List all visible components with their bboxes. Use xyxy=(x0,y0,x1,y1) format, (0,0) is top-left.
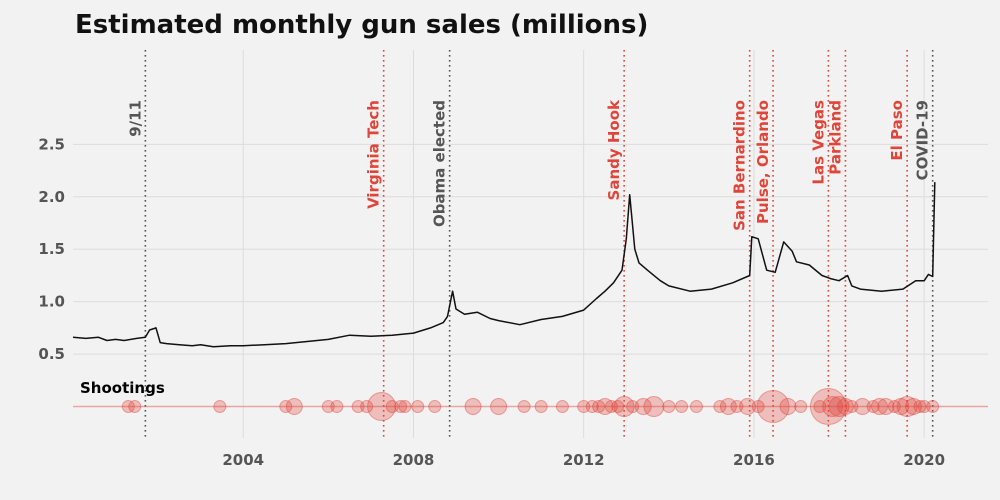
shooting-bubble xyxy=(853,398,871,416)
shooting-bubble xyxy=(917,400,931,414)
event-annotations: 9/11 Virginia Tech Obama elected Sandy Hook… xyxy=(126,50,934,438)
shooting-bubble xyxy=(845,400,859,414)
shooting-bubble xyxy=(822,396,844,418)
y-tick-label: 1.5 xyxy=(38,240,65,258)
shooting-bubble xyxy=(398,400,412,414)
event-label: Obama elected xyxy=(431,100,449,227)
shooting-bubble xyxy=(279,400,293,414)
shooting-bubble xyxy=(809,388,847,426)
x-tick-label: 2012 xyxy=(563,451,605,469)
shooting-bubble xyxy=(779,398,797,416)
shooting-bubble xyxy=(490,398,508,416)
shooting-bubble xyxy=(411,400,425,414)
shooting-bubble xyxy=(689,400,703,414)
shooting-bubble xyxy=(751,400,765,414)
shooting-bubble xyxy=(828,396,850,418)
event-label: 9/11 xyxy=(126,100,144,137)
shooting-bubble xyxy=(330,400,344,414)
shooting-bubble xyxy=(887,400,901,414)
event-label: Virginia Tech xyxy=(365,100,383,209)
shooting-bubble xyxy=(926,400,940,414)
shooting-bubble xyxy=(555,400,569,414)
shooting-bubble xyxy=(662,400,676,414)
shooting-bubble xyxy=(866,400,880,414)
x-tick-label: 2020 xyxy=(903,451,945,469)
event-label: COVID-19 xyxy=(914,100,932,180)
shooting-bubble xyxy=(385,400,399,414)
shooting-bubble xyxy=(634,398,652,416)
y-tick-label: 0.5 xyxy=(38,345,65,363)
shooting-bubble xyxy=(756,390,790,424)
shooting-bubble xyxy=(836,398,854,416)
y-tick-label: 1.0 xyxy=(38,293,65,311)
event-label: Pulse, Orlando xyxy=(754,100,772,224)
shooting-bubble xyxy=(596,398,614,416)
shooting-bubble xyxy=(367,392,397,422)
shooting-bubble xyxy=(613,396,635,418)
x-tick-label: 2016 xyxy=(733,451,775,469)
shooting-bubble xyxy=(351,400,365,414)
shooting-bubble xyxy=(604,400,618,414)
shooting-bubble xyxy=(739,398,757,416)
shooting-bubble xyxy=(577,400,591,414)
shooting-bubble xyxy=(534,400,548,414)
shooting-bubble xyxy=(592,400,606,414)
shooting-bubble xyxy=(913,400,927,414)
event-label: Sandy Hook xyxy=(605,99,623,201)
shooting-bubble xyxy=(713,400,727,414)
chart-title: Estimated monthly gun sales (millions) xyxy=(75,10,648,40)
shooting-bubble xyxy=(321,400,335,414)
shooting-bubble xyxy=(896,396,918,418)
y-tick-label: 2.5 xyxy=(38,135,65,153)
y-tick-label: 2.0 xyxy=(38,188,65,206)
shooting-bubble xyxy=(626,400,640,414)
shooting-bubble xyxy=(719,398,737,416)
axis-ticks: 0.5 1.0 1.5 2.0 2.5 2004 2008 2012 2016 2020 xyxy=(38,135,945,469)
shooting-bubble xyxy=(128,400,142,414)
event-label: San Bernardino xyxy=(731,100,749,231)
shooting-bubble xyxy=(870,398,888,416)
shooting-bubble xyxy=(394,400,408,414)
shooting-bubble xyxy=(464,398,482,416)
shooting-bubbles xyxy=(121,388,940,426)
shooting-bubble xyxy=(611,400,625,414)
shooting-bubble xyxy=(213,400,227,414)
event-label: El Paso xyxy=(888,100,906,161)
x-tick-label: 2004 xyxy=(222,451,264,469)
event-label: Las Vegas xyxy=(809,100,827,185)
x-tick-label: 2008 xyxy=(393,451,435,469)
shooting-bubble xyxy=(892,398,910,416)
shootings-label: Shootings xyxy=(80,379,165,397)
shooting-bubble xyxy=(905,398,923,416)
event-label: Parkland xyxy=(826,100,844,175)
shooting-bubble xyxy=(730,400,744,414)
shooting-bubble xyxy=(121,400,135,414)
sales-line-series xyxy=(72,182,936,348)
sales-line xyxy=(72,182,936,348)
shooting-bubble xyxy=(643,396,665,418)
shooting-bubble xyxy=(360,400,374,414)
shooting-bubble xyxy=(285,398,303,416)
shooting-bubble xyxy=(675,400,689,414)
shooting-bubble xyxy=(794,400,808,414)
shooting-bubble xyxy=(517,400,531,414)
shooting-bubble xyxy=(877,398,895,416)
shooting-bubble xyxy=(813,400,827,414)
shooting-bubble xyxy=(428,400,442,414)
grid-lines xyxy=(73,50,988,438)
shooting-bubble xyxy=(585,400,599,414)
